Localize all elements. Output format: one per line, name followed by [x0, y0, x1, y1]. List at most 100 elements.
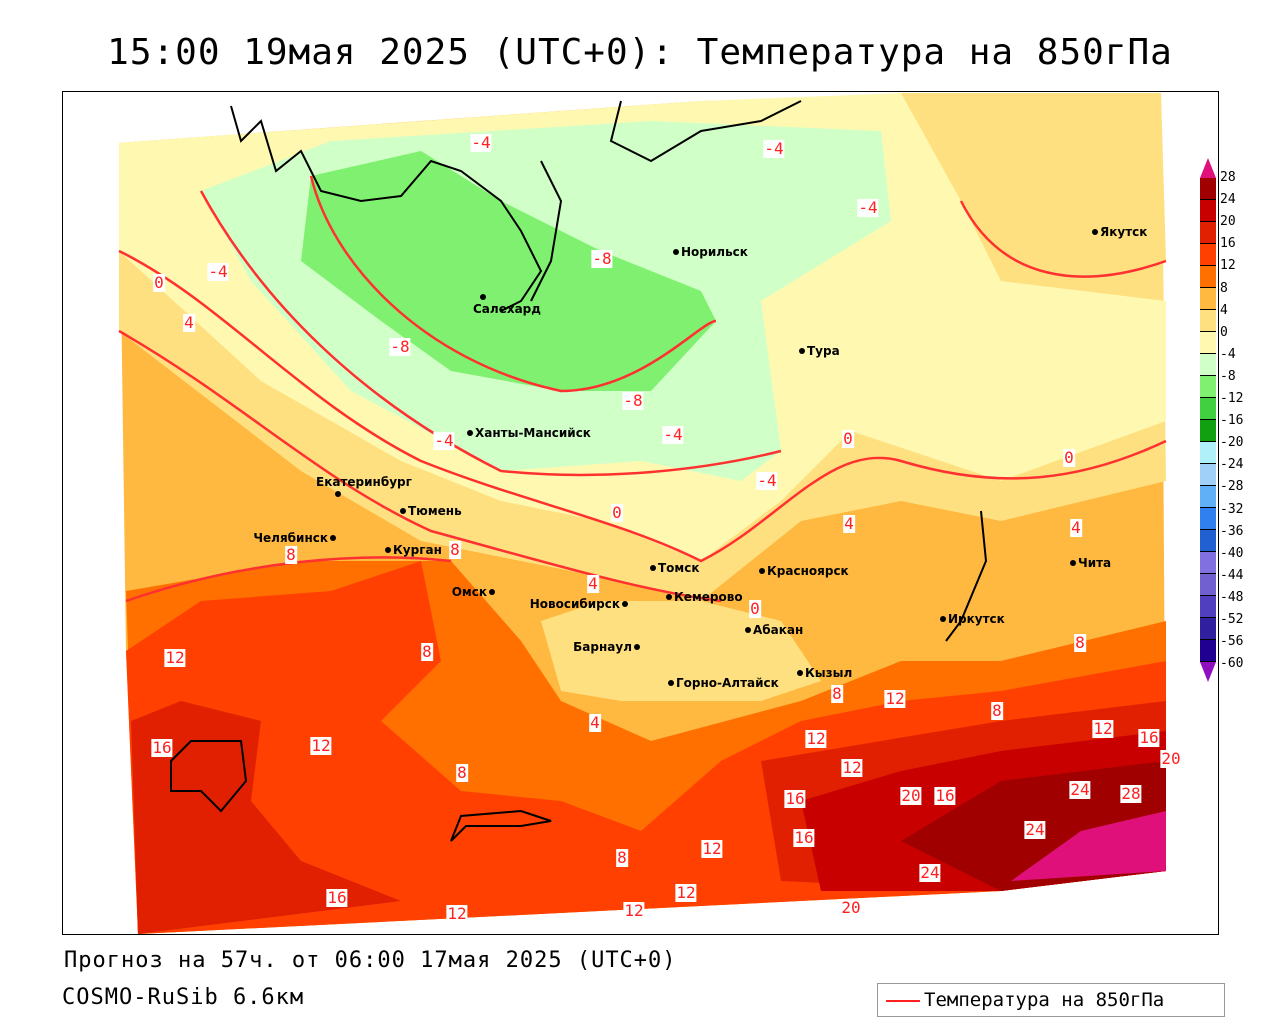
city-label: Екатеринбург [316, 475, 412, 489]
colorbar-tick-label: -32 [1220, 501, 1244, 517]
city-label: Кемерово [674, 590, 743, 604]
colorbar-swatch [1200, 310, 1216, 332]
colorbar-swatch [1200, 596, 1216, 618]
city-label: Новосибирск [529, 597, 620, 611]
contour-label: 8 [831, 684, 843, 703]
contour-label: -8 [622, 391, 644, 410]
contour-label: 12 [164, 648, 186, 667]
contour-label: 4 [587, 574, 599, 593]
contour-label: 16 [151, 738, 173, 757]
contour-label: 12 [446, 904, 468, 923]
contour-label: 28 [1120, 784, 1142, 803]
city-dot-icon [622, 601, 628, 607]
contour-label: -4 [763, 139, 785, 158]
contour-label: 12 [675, 883, 697, 902]
contour-label: 24 [1069, 780, 1091, 799]
contour-label: 20 [840, 898, 862, 917]
colorbar-swatch [1200, 508, 1216, 530]
contour-label: 12 [701, 839, 723, 858]
colorbar-tick-label: -56 [1220, 634, 1244, 650]
city-label: Красноярск [767, 564, 849, 578]
contour-label: 12 [841, 758, 863, 777]
city-dot-icon [745, 627, 751, 633]
contour-label: -4 [470, 133, 492, 152]
colorbar-tick-label: -16 [1220, 413, 1244, 429]
contour-label: -4 [857, 198, 879, 217]
contour-label: -8 [389, 337, 411, 356]
city-label: Тюмень [408, 504, 462, 518]
map-title: 15:00 19мая 2025 (UTC+0): Температура на… [107, 32, 1173, 73]
city-label: Чита [1078, 556, 1112, 570]
city-dot-icon [335, 491, 341, 497]
city-label: Иркутск [948, 612, 1005, 626]
colorbar [1200, 158, 1216, 682]
city-dot-icon [489, 589, 495, 595]
colorbar-swatch [1200, 266, 1216, 288]
colorbar-swatch [1200, 442, 1216, 464]
city-label: Томск [658, 561, 700, 575]
colorbar-swatch [1200, 574, 1216, 596]
contour-label: 8 [1074, 633, 1086, 652]
contour-label: 4 [183, 313, 195, 332]
colorbar-tick-label: 0 [1220, 324, 1228, 340]
city-label: Якутск [1100, 225, 1148, 239]
city-dot-icon [400, 508, 406, 514]
contour-label: 16 [793, 828, 815, 847]
legend: Температура на 850гПа [877, 983, 1225, 1017]
city-dot-icon [666, 594, 672, 600]
legend-line-swatch [886, 1000, 920, 1002]
colorbar-tick-label: -44 [1220, 567, 1244, 583]
contour-label: -4 [756, 471, 778, 490]
temperature-map: Норильск Салехард Тура Якутск Ханты-Мансийск… [62, 91, 1219, 935]
contour-label: -4 [207, 262, 229, 281]
colorbar-swatch [1200, 618, 1216, 640]
colorbar-tick-label: -48 [1220, 589, 1244, 605]
contour-label: 0 [842, 429, 854, 448]
contour-label: 4 [843, 514, 855, 533]
contour-label: 20 [1160, 749, 1182, 768]
model-name: COSMO-RuSib 6.6км [62, 985, 305, 1010]
contour-label: 12 [623, 901, 645, 920]
colorbar-tick-label: -28 [1220, 479, 1244, 495]
colorbar-swatch [1200, 200, 1216, 222]
city-label: Челябинск [253, 531, 328, 545]
colorbar-swatch [1200, 354, 1216, 376]
city-dot-icon [797, 670, 803, 676]
city-dot-icon [799, 348, 805, 354]
contour-label: 8 [616, 848, 628, 867]
colorbar-tick-label: -4 [1220, 346, 1236, 362]
coastlines [170, 100, 988, 842]
colorbar-tick-label: -12 [1220, 391, 1244, 406]
colorbar-swatch [1200, 420, 1216, 442]
contour-label: 4 [1070, 518, 1082, 537]
contour-label: 0 [749, 599, 761, 618]
city-dot-icon [634, 644, 640, 650]
contour-label: 0 [1063, 448, 1075, 467]
contour-label: -4 [433, 431, 455, 450]
forecast-info: Прогноз на 57ч. от 06:00 17мая 2025 (UTC… [64, 948, 677, 973]
colorbar-tick-label: 24 [1220, 192, 1236, 208]
colorbar-swatch [1200, 464, 1216, 486]
colorbar-swatch [1200, 244, 1216, 266]
city-label: Норильск [681, 245, 748, 259]
city-label: Абакан [753, 623, 804, 637]
contour-label: 12 [805, 729, 827, 748]
colorbar-tick-label: -20 [1220, 435, 1244, 451]
contour-label: -4 [662, 425, 684, 444]
colorbar-swatch [1200, 178, 1216, 200]
contour-label: 0 [153, 273, 165, 292]
contour-label: 16 [934, 786, 956, 805]
field-16-20 [131, 701, 401, 934]
contour-label: -8 [591, 249, 613, 268]
colorbar-tick-label: -40 [1220, 545, 1244, 561]
city-dot-icon [668, 680, 674, 686]
colorbar-tick-label: -24 [1220, 457, 1244, 473]
colorbar-tick-label: -60 [1220, 656, 1244, 672]
city-label: Тура [807, 344, 840, 358]
contour-label: 16 [326, 888, 348, 907]
city-dot-icon [1070, 560, 1076, 566]
city-dot-icon [1092, 229, 1098, 235]
city-dot-icon [759, 568, 765, 574]
contour-label: 4 [589, 713, 601, 732]
city-dot-icon [385, 547, 391, 553]
